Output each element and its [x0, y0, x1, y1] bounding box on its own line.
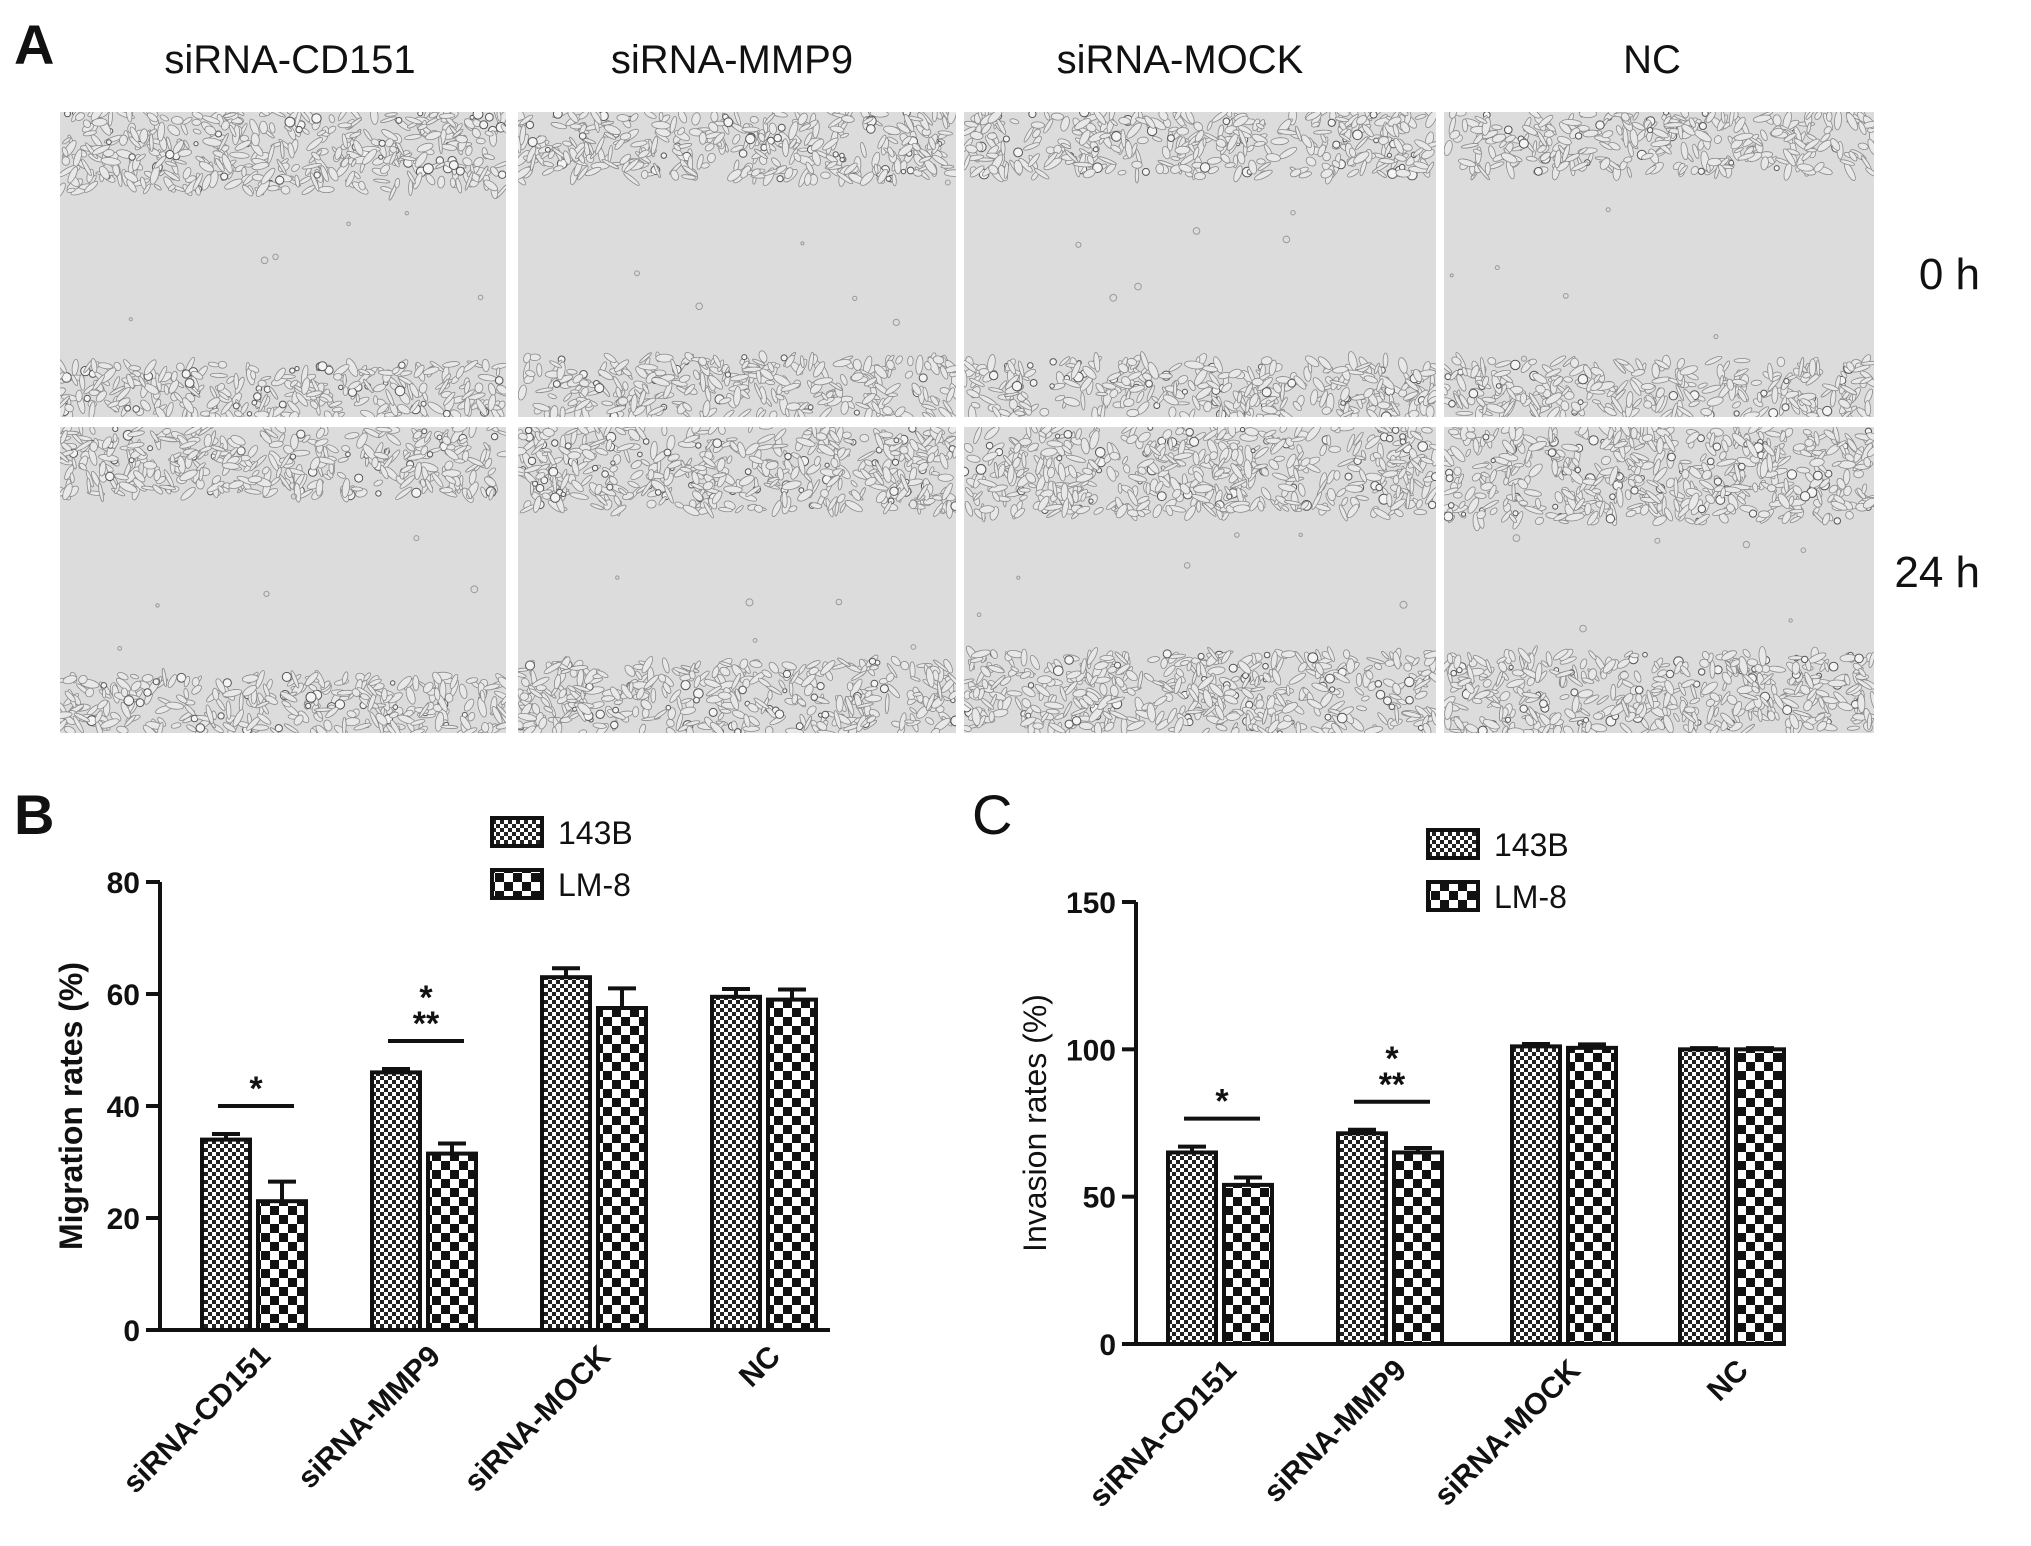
- chart-c-bar-sirna-cd151-143b: [1166, 1150, 1218, 1347]
- chart-c-x-tick-label-sirna-mock: siRNA-MOCK: [1428, 1353, 1587, 1512]
- chart-b-y-tick-label: 60: [107, 979, 140, 1012]
- panel-a-letter: A: [14, 13, 55, 76]
- panel-c-letter: C: [972, 783, 1013, 846]
- chart-c-y-tick-label: 150: [1066, 887, 1116, 920]
- chart-b-significance-label: *: [249, 1070, 263, 1108]
- column-label-sirna-cd151: siRNA-CD151: [164, 38, 416, 82]
- chart-b-bar-sirna-mock-143b: [540, 975, 592, 1332]
- chart-b-legend-label-lm-8: LM-8: [558, 867, 631, 903]
- chart-c-bar-sirna-mock-143b: [1510, 1044, 1562, 1347]
- chart-c-x-tick-label-nc: NC: [1701, 1354, 1755, 1408]
- chart-b-bar-nc-143b: [710, 994, 762, 1332]
- chart-c-legend-swatch-143b: [1426, 828, 1480, 860]
- chart-b-bar-nc-lm-8: [766, 997, 818, 1332]
- chart-b-x-tick-label-sirna-cd151: siRNA-CD151: [117, 1340, 277, 1500]
- chart-b-bar-sirna-cd151-143b: [200, 1137, 252, 1332]
- chart-b-significance-label: *: [419, 979, 433, 1017]
- chart-c-bar-sirna-cd151-lm-8: [1222, 1182, 1274, 1346]
- chart-b-y-axis-label: Migration rates (%): [53, 962, 89, 1250]
- chart-c-y-axis-label: Invasion rates (%): [1017, 994, 1053, 1252]
- column-label-sirna-mmp9: siRNA-MMP9: [610, 38, 854, 82]
- chart-c-bar-sirna-mmp9-lm-8: [1392, 1150, 1444, 1347]
- chart-b-x-tick-label-sirna-mmp9: siRNA-MMP9: [292, 1340, 447, 1495]
- chart-c-significance-label: **: [1379, 1066, 1406, 1104]
- chart-c-significance-label: *: [1385, 1040, 1399, 1078]
- micrograph-sirna-mmp9-0h: [518, 112, 956, 417]
- chart-c-bar-nc-143b: [1678, 1047, 1730, 1347]
- chart-b-x-tick-label-nc: NC: [733, 1340, 787, 1394]
- chart-c-significance-label: *: [1215, 1083, 1229, 1121]
- micrograph-sirna-mock-0h: [964, 112, 1436, 417]
- chart-c-legend-swatch-lm-8: [1426, 880, 1480, 912]
- micrograph-sirna-cd151-0h: [60, 112, 506, 417]
- chart-b-y-tick-label: 80: [107, 867, 140, 900]
- chart-c-x-tick-label-sirna-mmp9: siRNA-MMP9: [1258, 1354, 1413, 1509]
- panel-b-letter: B: [14, 783, 55, 846]
- column-label-sirna-mock: siRNA-MOCK: [1056, 38, 1304, 82]
- chart-c-legend-label-143b: 143B: [1494, 827, 1569, 863]
- chart-c-bar-nc-lm-8: [1734, 1047, 1786, 1347]
- chart-b-legend-swatch-143b: [490, 816, 544, 848]
- micrograph-sirna-cd151-24h: [60, 427, 506, 733]
- chart-b-legend-label-143b: 143B: [558, 815, 633, 851]
- chart-c-legend-label-lm-8: LM-8: [1494, 879, 1567, 915]
- chart-c-y-tick-label: 0: [1099, 1329, 1116, 1362]
- chart-b-bar-sirna-cd151-lm-8: [256, 1199, 308, 1332]
- chart-b-y-tick-label: 0: [123, 1315, 140, 1348]
- chart-c-bar-sirna-mmp9-143b: [1336, 1131, 1388, 1347]
- micrograph-sirna-mock-24h: [964, 427, 1436, 733]
- chart-c-y-tick-label: 100: [1066, 1034, 1116, 1067]
- chart-b-bar-sirna-mmp9-143b: [370, 1070, 422, 1333]
- micrograph-sirna-mmp9-24h: [518, 427, 956, 733]
- chart-c-y-tick-label: 50: [1083, 1182, 1116, 1215]
- chart-b-y-tick-label: 20: [107, 1203, 140, 1236]
- chart-b-x-tick-label-sirna-mock: siRNA-MOCK: [458, 1339, 617, 1498]
- row-label-24h: 24 h: [1894, 548, 1980, 597]
- micrograph-nc-0h: [1444, 112, 1874, 417]
- chart-b-legend-swatch-lm-8: [490, 868, 544, 900]
- chart-b-bar-sirna-mmp9-lm-8: [426, 1151, 478, 1332]
- chart-b-significance-label: **: [413, 1005, 440, 1043]
- chart-c-bar-sirna-mock-lm-8: [1566, 1045, 1618, 1346]
- chart-c-x-tick-label-sirna-cd151: siRNA-CD151: [1083, 1354, 1243, 1514]
- micrograph-nc-24h: [1444, 427, 1874, 733]
- row-label-0h: 0 h: [1918, 250, 1980, 299]
- column-label-nc: NC: [1623, 38, 1681, 82]
- chart-b-y-tick-label: 40: [107, 1091, 140, 1124]
- chart-b-bar-sirna-mock-lm-8: [596, 1006, 648, 1332]
